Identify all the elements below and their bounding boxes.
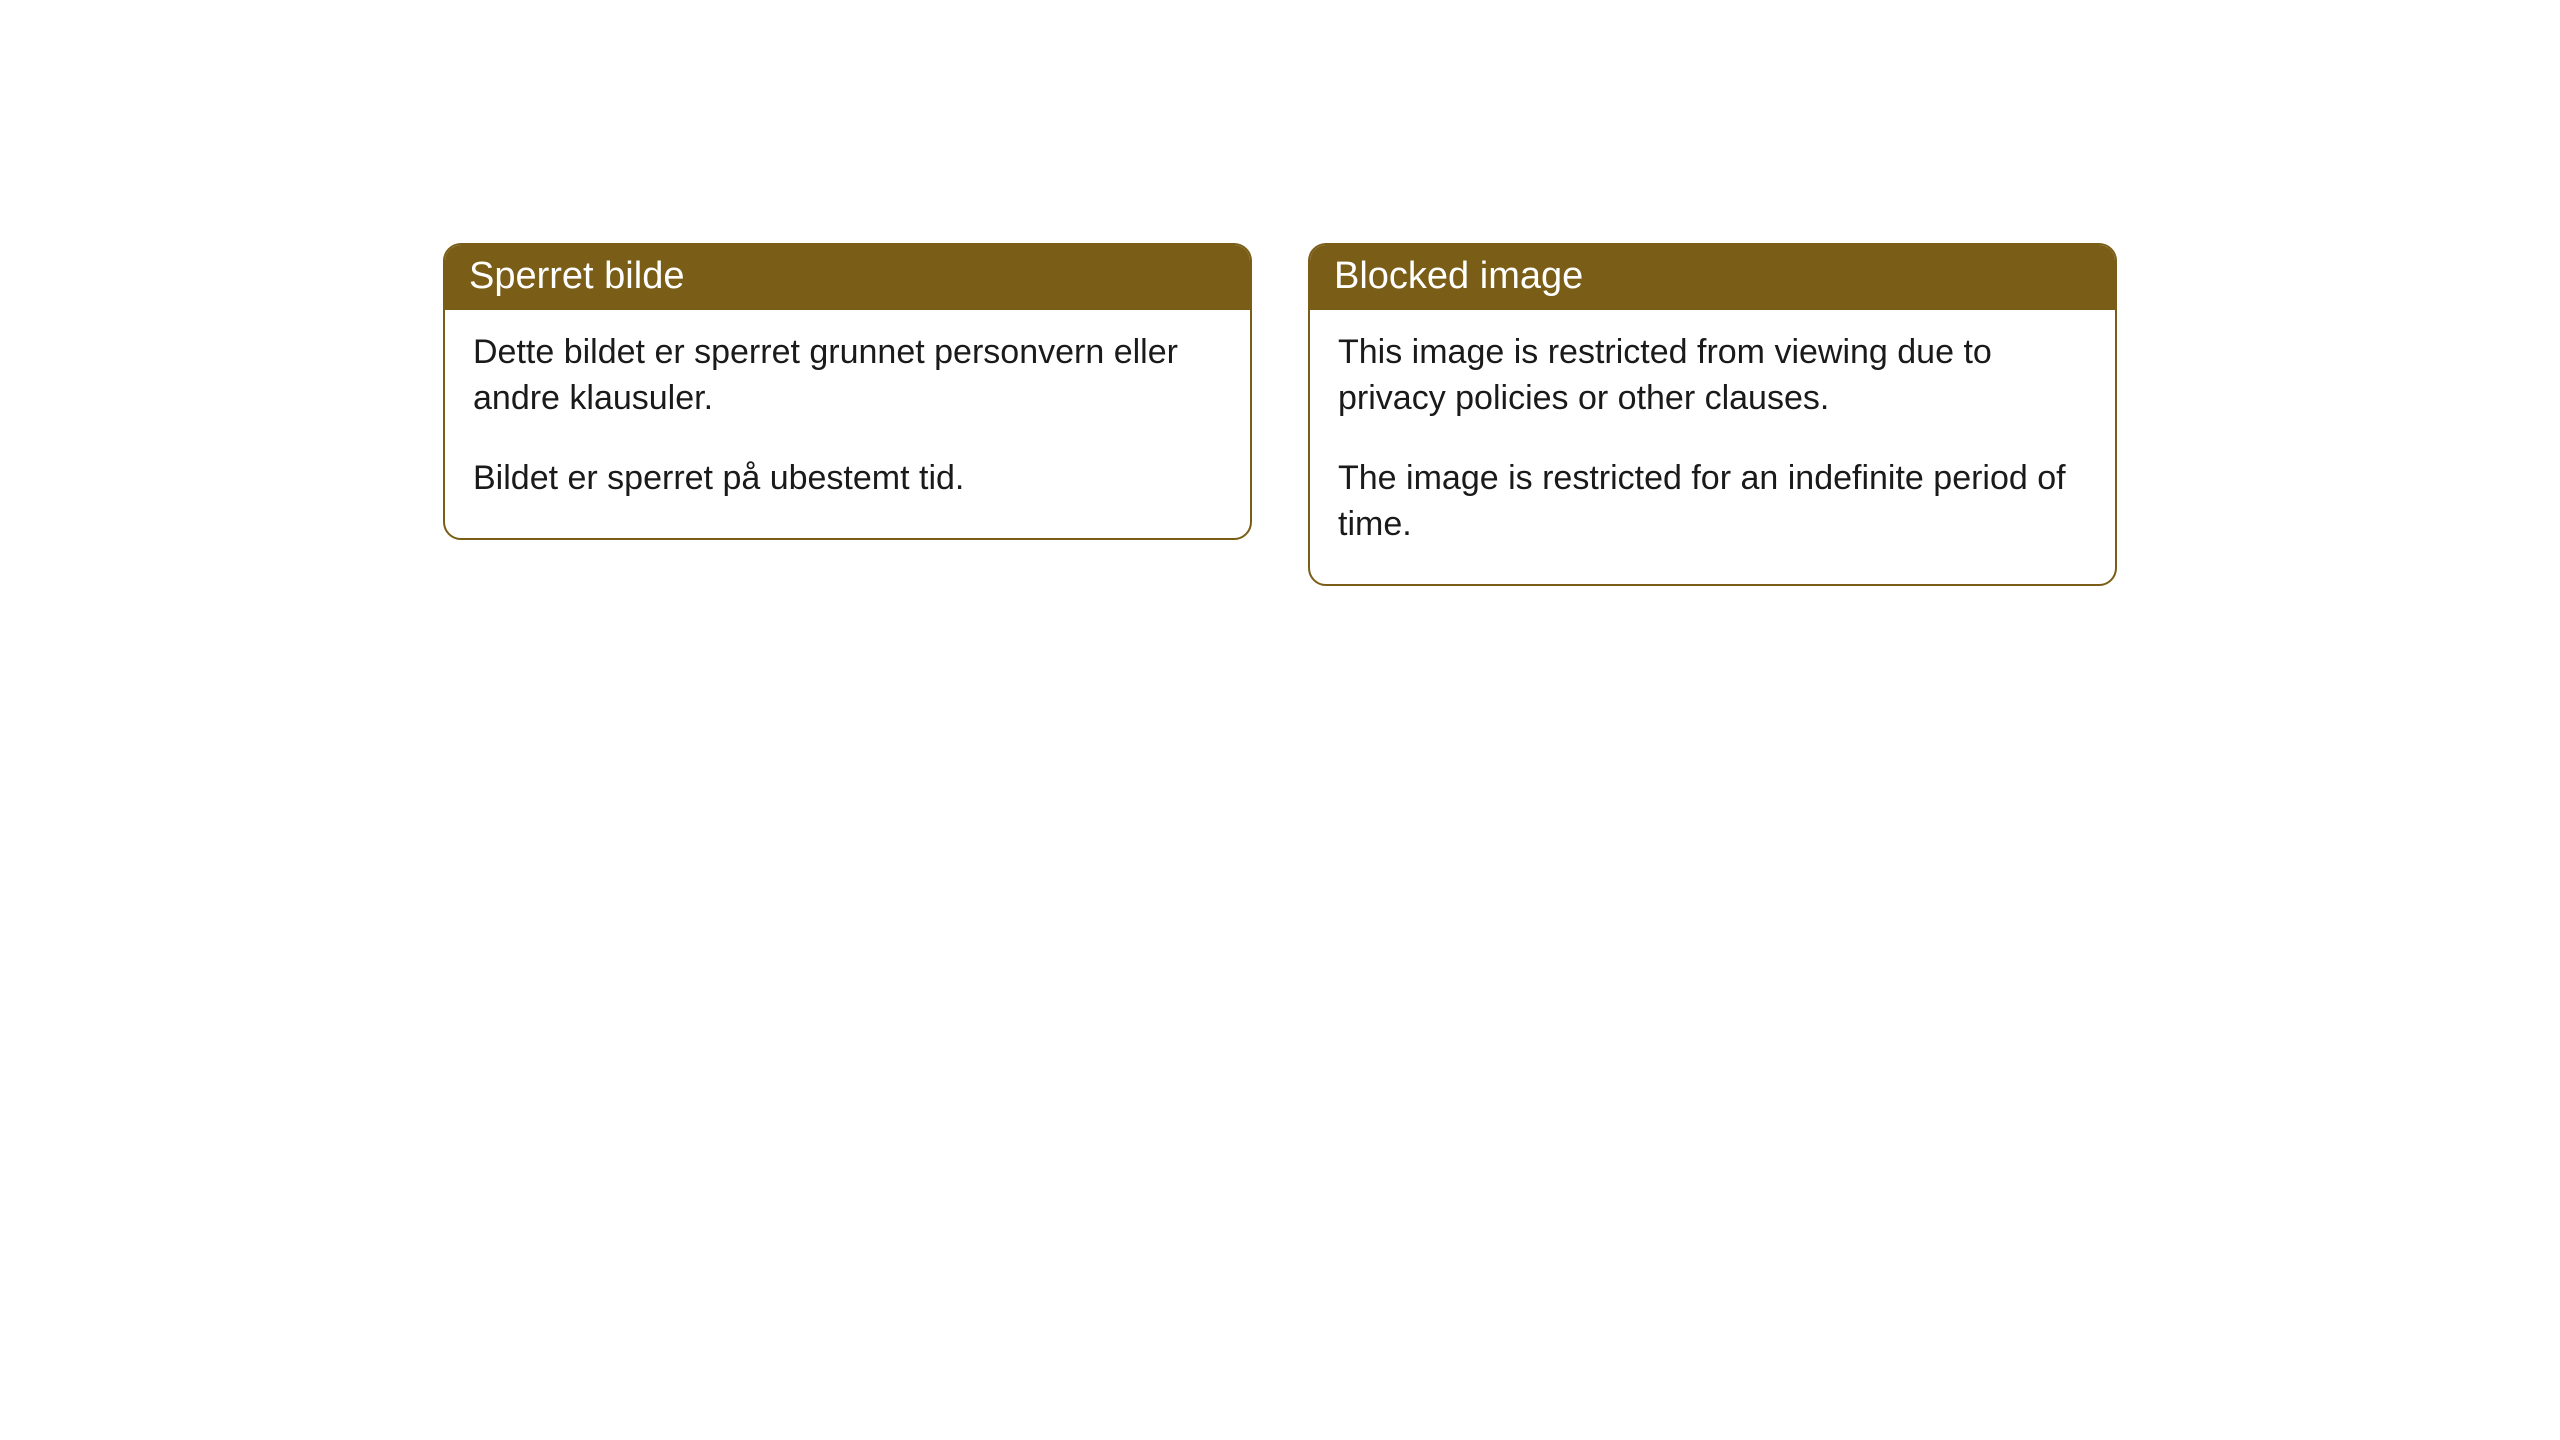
card-paragraph-1: This image is restricted from viewing du… — [1338, 330, 2087, 422]
card-title: Sperret bilde — [445, 245, 1250, 310]
card-body: This image is restricted from viewing du… — [1310, 310, 2115, 584]
card-body: Dette bildet er sperret grunnet personve… — [445, 310, 1250, 538]
card-paragraph-2: Bildet er sperret på ubestemt tid. — [473, 456, 1222, 502]
card-paragraph-2: The image is restricted for an indefinit… — [1338, 456, 2087, 548]
card-title: Blocked image — [1310, 245, 2115, 310]
card-paragraph-1: Dette bildet er sperret grunnet personve… — [473, 330, 1222, 422]
notice-cards-container: Sperret bilde Dette bildet er sperret gr… — [443, 243, 2117, 1440]
blocked-image-card-no: Sperret bilde Dette bildet er sperret gr… — [443, 243, 1252, 540]
blocked-image-card-en: Blocked image This image is restricted f… — [1308, 243, 2117, 586]
